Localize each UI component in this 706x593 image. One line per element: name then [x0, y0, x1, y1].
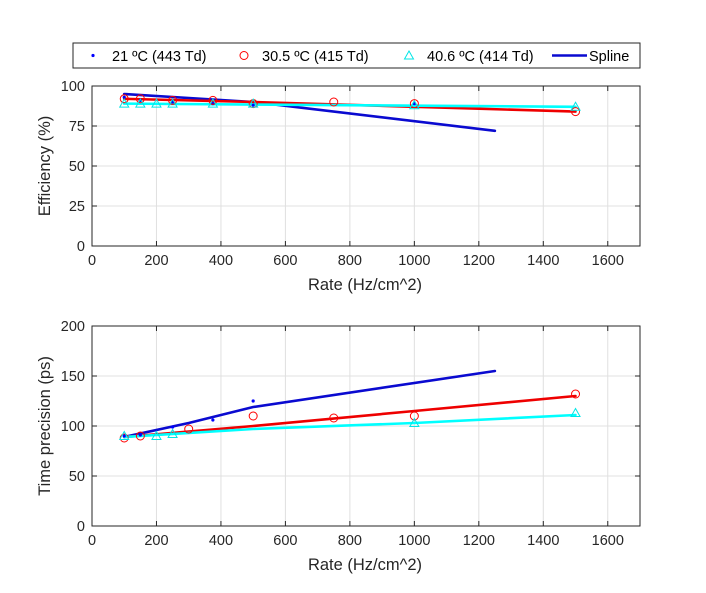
efficiency-point-30c — [571, 107, 581, 117]
efficiency-grid — [92, 86, 640, 246]
time-precision-point-21c — [138, 433, 142, 437]
efficiency-x-tick-label: 1200 — [463, 253, 495, 269]
time-precision-point-21c — [211, 418, 215, 422]
time-precision-point-40c — [118, 430, 130, 440]
time-precision-x-axis-label: Rate (Hz/cm^2) — [308, 556, 422, 574]
time-precision-point-40c — [167, 428, 178, 438]
efficiency-spline-30c — [122, 97, 577, 113]
time-precision-point-21c — [170, 425, 175, 429]
efficiency-y-tick-label: 100 — [61, 79, 85, 95]
time-precision-x-tick-label: 800 — [338, 533, 362, 549]
legend-item-30c: 30.5 ºC (415 Td) — [239, 49, 369, 65]
time-precision-point-21c — [122, 434, 126, 438]
time-precision-y-tick-label: 50 — [69, 469, 85, 485]
legend-item-21c: 21 ºC (443 Td) — [91, 49, 207, 65]
time-precision-x-tick-label: 1600 — [592, 533, 624, 549]
time-precision-y-tick-label: 200 — [61, 319, 85, 335]
efficiency-y-tick-label: 0 — [77, 239, 85, 255]
time-precision-y-axis-label: Time precision (ps) — [36, 356, 54, 496]
time-precision-point-40c — [408, 417, 420, 427]
efficiency-point-30c — [168, 95, 178, 105]
time-precision-point-30c — [329, 413, 339, 423]
time-precision-point-40c — [151, 430, 162, 440]
legend-box — [72, 42, 641, 69]
legend-label-30c: 30.5 ºC (415 Td) — [262, 49, 369, 65]
time-precision-y-tick-label: 0 — [77, 519, 85, 535]
time-precision-y-tick-label: 150 — [61, 369, 85, 385]
time-precision-point-30c — [409, 411, 419, 421]
time-precision-point-40c — [570, 407, 581, 417]
efficiency-chart: 0 200 400 600 800 1000 1200 1400 16000255075100 … — [36, 79, 641, 294]
time-precision-point-30c — [571, 389, 581, 399]
legend-marker-circle — [239, 51, 249, 60]
time-precision-y-tick-label: 100 — [61, 419, 85, 435]
legend-label-40c: 40.6 ºC (414 Td) — [427, 49, 534, 65]
efficiency-y-tick-label: 25 — [69, 199, 85, 215]
time-precision-spline-30c — [122, 394, 577, 439]
time-precision-x-tick-label: 1400 — [527, 533, 559, 549]
efficiency-x-axis-label: Rate (Hz/cm^2) — [308, 276, 422, 294]
efficiency-x-tick-label: 400 — [209, 253, 233, 269]
efficiency-point-21c — [251, 103, 255, 107]
time-precision-x-tick-label: 600 — [273, 533, 297, 549]
legend-item-spline: Spline — [552, 49, 629, 65]
efficiency-point-40c — [134, 98, 146, 108]
time-precision-chart: 0 200 400 600 800 1000 1200 1400 1600 0 50 100 150 20… — [36, 319, 641, 574]
efficiency-point-40c — [247, 98, 259, 108]
efficiency-x-tick-label: 600 — [273, 253, 297, 269]
efficiency-spline-40c — [122, 102, 577, 109]
efficiency-x-tick-label: 200 — [144, 253, 168, 269]
legend-item-40c: 40.6 ºC (414 Td) — [403, 49, 534, 65]
time-precision-spline-21c — [122, 369, 497, 439]
efficiency-point-40c — [151, 98, 162, 108]
legend-marker-dot — [91, 53, 95, 58]
efficiency-x-tick-label: 1400 — [527, 253, 559, 269]
efficiency-x-tick-label: 0 — [88, 253, 96, 269]
efficiency-point-30c — [119, 94, 129, 104]
efficiency-y-tick-label: 50 — [69, 159, 85, 175]
time-precision-point-21c — [251, 399, 255, 403]
efficiency-point-40c — [570, 101, 581, 111]
efficiency-point-40c — [408, 99, 420, 110]
time-precision-x-tick-label: 400 — [209, 533, 233, 549]
legend-label-spline: Spline — [589, 49, 629, 65]
efficiency-point-30c — [409, 99, 419, 109]
efficiency-tick-labels: 0 200 400 600 800 1000 1200 1400 1600 0 25 50 75 100 — [61, 79, 624, 269]
efficiency-x-tick-label: 1000 — [398, 253, 430, 269]
time-precision-x-tick-label: 0 — [88, 533, 96, 549]
time-precision-point-30c — [135, 431, 145, 441]
efficiency-point-30c — [329, 97, 339, 107]
efficiency-point-40c — [207, 98, 219, 108]
time-precision-axes — [91, 325, 641, 527]
legend-marker-triangle — [403, 49, 415, 60]
efficiency-point-30c — [135, 94, 145, 104]
efficiency-point-40c — [118, 98, 130, 108]
time-precision-point-30c — [248, 411, 258, 421]
legend: 21 ºC (443 Td) 30.5 ºC (415 Td) 40.6 ºC … — [72, 42, 641, 69]
efficiency-splines — [122, 92, 577, 133]
efficiency-axes — [91, 85, 641, 247]
time-precision-tick-labels: 0 200 400 600 800 1000 1200 1400 1600 0 50 100 150 20… — [61, 319, 624, 549]
efficiency-x-tick-label: 800 — [338, 253, 362, 269]
efficiency-y-axis-label: Efficiency (%) — [36, 116, 54, 217]
time-precision-point-30c — [184, 424, 194, 434]
efficiency-y-tick-label: 75 — [69, 119, 85, 135]
efficiency-x-tick-label: 1600 — [592, 253, 624, 269]
time-precision-grid — [92, 326, 640, 526]
time-precision-x-tick-label: 1000 — [398, 533, 430, 549]
legend-label-21c: 21 ºC (443 Td) — [112, 49, 207, 65]
time-precision-x-tick-label: 1200 — [463, 533, 495, 549]
efficiency-point-40c — [167, 98, 178, 108]
efficiency-point-30c — [208, 95, 218, 105]
efficiency-markers — [118, 94, 581, 117]
time-precision-x-tick-label: 200 — [144, 533, 168, 549]
time-precision-markers — [118, 389, 581, 443]
efficiency-point-21c — [122, 95, 126, 99]
